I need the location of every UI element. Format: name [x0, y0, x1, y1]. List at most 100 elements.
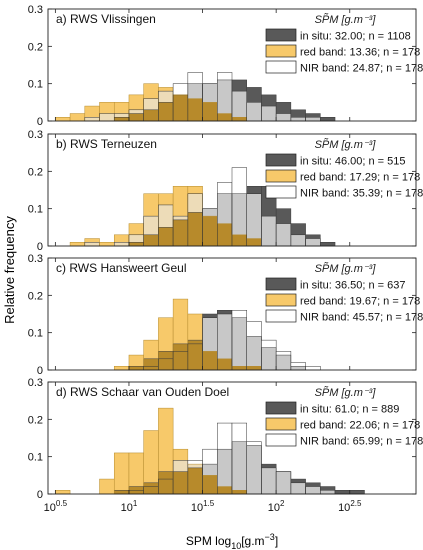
legend-swatch-nir	[265, 185, 297, 199]
panel-title: c) RWS Hansweert Geul	[56, 261, 186, 275]
y-tick-label: 0	[37, 241, 43, 253]
panel-title: d) RWS Schaar van Ouden Doel	[56, 385, 229, 399]
histogram-bar-segment	[187, 314, 203, 341]
histogram-bar-segment	[202, 208, 218, 217]
histogram-bar-segment	[276, 471, 291, 494]
histogram-bar-segment	[187, 186, 203, 194]
histogram-bar-segment	[305, 113, 321, 118]
histogram-bar-segment	[202, 216, 218, 246]
histogram-bar-segment	[246, 366, 262, 370]
legend-label-insitu: in situ: 32.00; n = 1108	[300, 31, 411, 43]
chart-panel-c: 0 0.1 0.2 0.3 c) RWS Hansweert Geul SP̃M [g.m…	[28, 253, 423, 377]
y-tick-label: 0	[37, 489, 43, 501]
legend-swatch-red	[265, 417, 297, 431]
histogram-bar-segment	[232, 490, 247, 494]
histogram-bar-segment	[246, 102, 262, 121]
histogram-bar-segment	[305, 238, 321, 246]
histogram-bar-segment	[84, 117, 100, 121]
histogram-bar-segment	[276, 355, 291, 370]
histogram-bar-segment	[290, 234, 306, 246]
y-tick-label: 0.3	[28, 377, 43, 389]
legend-label-red: red band: 17.29; n = 178	[300, 172, 420, 184]
histogram-bar-segment	[246, 441, 262, 446]
histogram-bar-segment	[143, 83, 159, 99]
histogram-bar-segment	[232, 441, 247, 491]
histogram-bar-segment	[246, 238, 262, 246]
histogram-bar-segment	[202, 475, 218, 494]
histogram-bar-segment	[173, 471, 188, 494]
histogram-bar-segment	[114, 113, 129, 118]
legend-label-nir: NIR band: 35.39; n = 178	[300, 188, 423, 200]
axes-frame	[47, 257, 417, 371]
histogram-bar-segment	[320, 117, 336, 121]
legend-swatch-nir	[265, 433, 297, 447]
histogram-bar-segment	[158, 87, 174, 92]
y-tick-label: 0.3	[28, 253, 43, 265]
histogram-bar-segment	[217, 182, 232, 194]
histogram-bar-segment	[217, 193, 232, 224]
y-tick-label: 0.1	[28, 452, 43, 464]
histogram-bar-segment	[202, 314, 218, 318]
legend-swatch-nir	[265, 309, 297, 323]
histogram-bar-segment	[173, 449, 188, 461]
histogram-bar-segment	[276, 223, 291, 246]
histogram-bar-segment	[202, 83, 218, 103]
histogram-bar-segment	[158, 408, 174, 472]
y-tick-label: 0.2	[28, 166, 43, 178]
histogram-bar-segment	[128, 490, 144, 494]
histogram-bar-segment	[305, 486, 321, 494]
panels: 0 0.1 0.2 0.3 a) RWS Vlissingen SP̃M [g.m⁻³] i…	[28, 4, 423, 514]
legend-title: SP̃M [g.m⁻³]	[315, 386, 377, 399]
histogram-bar-segment	[99, 102, 115, 114]
histogram-bar-segment	[261, 216, 277, 246]
histogram-bar-segment	[187, 464, 203, 468]
histogram-bar-segment	[158, 351, 174, 359]
histogram-bar-segment	[114, 452, 129, 491]
histogram-bar-segment	[232, 234, 247, 246]
histogram-bar-segment	[335, 490, 350, 494]
histogram-bar-segment	[232, 117, 247, 121]
histogram-bar-segment	[305, 234, 321, 239]
legend-swatch-insitu	[265, 401, 297, 415]
histogram-bar-segment	[232, 366, 247, 370]
histogram-bar-segment	[290, 109, 306, 118]
histogram-bar-segment	[143, 340, 159, 359]
histogram-bar-segment	[158, 204, 174, 228]
histogram-bar-segment	[128, 113, 144, 121]
histogram-bar-segment	[128, 355, 144, 367]
histogram-bar-segment	[143, 366, 159, 370]
histogram-bar-segment	[232, 317, 247, 367]
histogram-bar-segment	[217, 113, 232, 121]
histogram-bar-segment	[158, 471, 174, 480]
histogram-bar-segment	[187, 460, 203, 465]
histogram-bar-segment	[261, 464, 277, 468]
histogram-bar-segment	[128, 109, 144, 114]
histogram-bar-segment	[290, 479, 306, 483]
legend-label-nir: NIR band: 24.87; n = 178	[300, 63, 423, 75]
histogram-bar-segment	[173, 94, 188, 121]
histogram-bar-segment	[128, 486, 144, 491]
x-tick-label: 100.5	[44, 499, 68, 514]
histogram-bar-segment	[232, 79, 247, 92]
histogram-bar-segment	[261, 467, 277, 494]
histogram-bar-segment	[187, 212, 203, 246]
histogram-bar-segment	[187, 98, 203, 121]
legend-label-insitu: in situ: 46.00; n = 515	[300, 156, 406, 168]
histogram-bar-segment	[187, 83, 203, 99]
histogram-bar-segment	[128, 234, 144, 243]
histogram-bar-segment	[217, 314, 232, 359]
axes-frame	[47, 133, 417, 247]
histogram-bar-segment	[158, 193, 174, 205]
histogram-bar-segment	[55, 117, 71, 121]
legend-swatch-insitu	[265, 153, 297, 167]
histogram-bar-segment	[187, 193, 203, 213]
histogram-bar-segment	[128, 94, 144, 110]
histogram-bar-segment	[232, 423, 247, 442]
histogram-bar-segment	[276, 351, 291, 356]
y-tick-label: 0	[37, 116, 43, 128]
histogram-bar-segment	[158, 227, 174, 246]
legend-title: SP̃M [g.m⁻³]	[315, 262, 377, 275]
histogram-bar-segment	[246, 186, 262, 194]
y-tick-label: 0.1	[28, 79, 43, 91]
